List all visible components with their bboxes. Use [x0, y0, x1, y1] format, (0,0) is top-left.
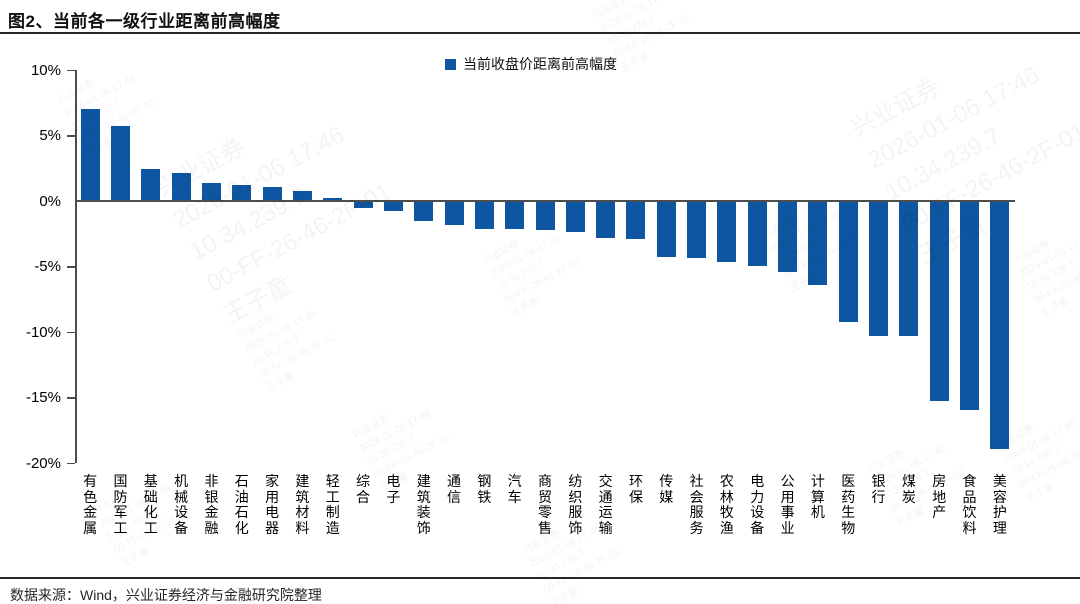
- x-label-15: 汽车: [507, 473, 522, 505]
- bar-2: [110, 125, 130, 201]
- y-tick: [67, 135, 75, 137]
- bar-13: [444, 201, 464, 226]
- x-label-11: 电子: [386, 473, 401, 505]
- bar-21: [687, 201, 707, 258]
- bar-1: [80, 108, 100, 201]
- bar-22: [717, 201, 737, 262]
- x-label-30: 食品饮料: [962, 473, 977, 536]
- x-label-13: 通信: [447, 473, 462, 505]
- x-label-27: 银行: [871, 473, 886, 505]
- x-label-19: 环保: [628, 473, 643, 505]
- x-label-17: 纺织服饰: [568, 473, 583, 536]
- bar-9: [323, 197, 343, 201]
- bar-27: [869, 201, 889, 337]
- figure-title: 图2、当前各一级行业距离前高幅度: [8, 12, 281, 31]
- bar-24: [778, 201, 798, 273]
- bar-14: [474, 201, 494, 229]
- x-label-29: 房地产: [932, 473, 947, 520]
- bar-20: [656, 201, 676, 257]
- x-label-7: 家用电器: [265, 473, 280, 536]
- bar-17: [565, 201, 585, 232]
- bar-19: [626, 201, 646, 240]
- x-label-6: 石油石化: [234, 473, 249, 536]
- x-label-12: 建筑装饰: [416, 473, 431, 536]
- bar-3: [141, 169, 161, 201]
- footer-rule: [0, 577, 1080, 579]
- bar-5: [201, 183, 221, 201]
- bar-26: [838, 201, 858, 323]
- bar-29: [929, 201, 949, 401]
- x-label-1: 有色金属: [83, 473, 98, 536]
- y-tick: [67, 331, 75, 333]
- bar-30: [960, 201, 980, 410]
- legend-label: 当前收盘价距离前高幅度: [463, 56, 617, 72]
- bar-15: [505, 201, 525, 229]
- x-label-26: 医药生物: [841, 473, 856, 536]
- bar-12: [414, 201, 434, 222]
- bar-4: [171, 172, 191, 201]
- y-tick-label--10: -10%: [25, 323, 61, 341]
- y-tick-label--20: -20%: [25, 454, 61, 472]
- bar-10: [353, 201, 373, 209]
- x-label-21: 社会服务: [689, 473, 704, 536]
- y-axis-line: [75, 69, 77, 463]
- x-label-5: 非银金融: [204, 473, 219, 536]
- legend-swatch-icon: [445, 58, 456, 70]
- chart-legend: 当前收盘价距离前高幅度: [445, 54, 617, 74]
- y-tick: [67, 397, 75, 399]
- bar-31: [990, 201, 1010, 450]
- y-tick-label--15: -15%: [25, 389, 61, 406]
- x-label-3: 基础化工: [143, 473, 158, 536]
- x-label-14: 钢铁: [477, 473, 492, 505]
- y-tick-label-5: 5%: [39, 127, 61, 144]
- x-label-2: 国防军工: [113, 473, 128, 536]
- y-tick: [67, 266, 75, 268]
- y-tick-label--5: -5%: [34, 258, 61, 275]
- bar-23: [747, 201, 767, 266]
- bar-8: [292, 191, 312, 201]
- x-label-25: 计算机: [810, 473, 825, 520]
- y-tick: [67, 462, 75, 464]
- x-label-8: 建筑材料: [295, 473, 310, 536]
- data-source: 数据来源：Wind，兴业证券经济与金融研究院整理: [10, 587, 322, 603]
- bar-11: [383, 201, 403, 211]
- x-label-18: 交通运输: [598, 473, 613, 536]
- x-label-24: 公用事业: [780, 473, 795, 536]
- x-label-31: 美容护理: [992, 473, 1007, 536]
- bar-6: [232, 184, 252, 201]
- x-label-22: 农林牧渔: [719, 473, 734, 536]
- y-tick-label-10: 10%: [30, 61, 61, 79]
- bar-7: [262, 187, 282, 201]
- x-label-28: 煤炭: [901, 473, 916, 505]
- zero-baseline: [75, 199, 1015, 202]
- bar-25: [808, 201, 828, 286]
- y-tick: [67, 69, 75, 71]
- y-tick-label-0: 0%: [39, 192, 61, 210]
- x-label-16: 商贸零售: [538, 473, 552, 536]
- x-label-9: 轻工制造: [325, 473, 340, 536]
- bar-18: [596, 201, 616, 239]
- x-label-4: 机械设备: [174, 473, 189, 536]
- bar-28: [899, 201, 919, 337]
- x-label-20: 传媒: [659, 473, 674, 505]
- title-rule: [0, 32, 1080, 34]
- x-label-10: 综合: [356, 473, 371, 505]
- x-label-23: 电力设备: [750, 473, 765, 536]
- bar-16: [535, 201, 555, 231]
